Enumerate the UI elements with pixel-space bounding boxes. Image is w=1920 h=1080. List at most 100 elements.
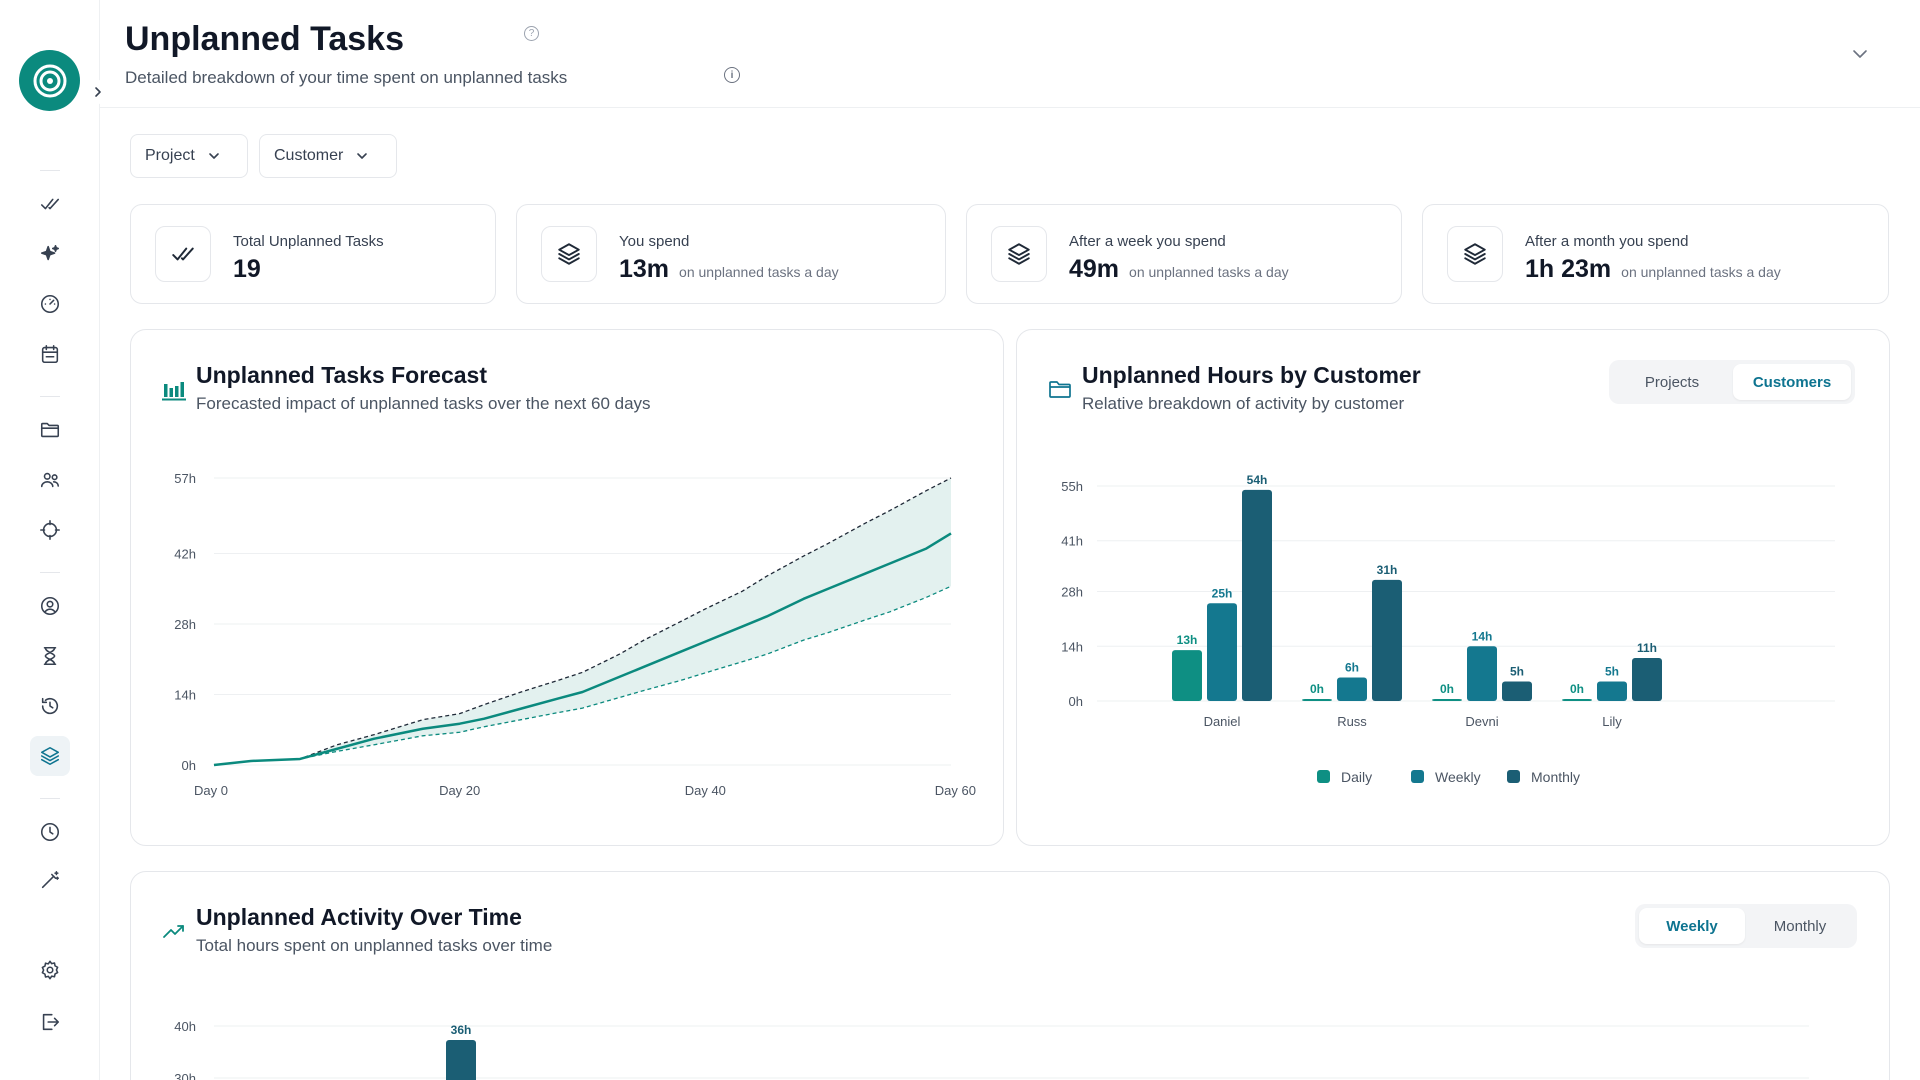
project-filter-label: Project xyxy=(145,147,195,164)
calendar-icon xyxy=(41,344,59,364)
sidebar-expand-button[interactable] xyxy=(86,80,110,104)
gauge-icon xyxy=(40,294,60,314)
bar-weekly xyxy=(1597,681,1627,701)
bar-value-label: 13h xyxy=(1177,633,1198,647)
nav-dashboard[interactable] xyxy=(30,284,70,324)
user-circle-icon xyxy=(40,596,60,616)
bar-value-label: 11h xyxy=(1637,641,1657,655)
forecast-subtitle: Forecasted impact of unplanned tasks ove… xyxy=(196,394,651,413)
legend-label: Monthly xyxy=(1531,769,1580,785)
stat-label: After a week you spend xyxy=(1069,233,1226,250)
nav-tasks[interactable] xyxy=(30,184,70,224)
nav-profile[interactable] xyxy=(30,586,70,626)
legend-swatch xyxy=(1507,770,1520,783)
stat-card-total-tasks: Total Unplanned Tasks 19 xyxy=(130,204,496,304)
y-tick-label: 14h xyxy=(1061,639,1083,654)
toggle-monthly[interactable]: Monthly xyxy=(1773,917,1827,935)
y-tick-label: 57h xyxy=(174,471,196,486)
toggle-weekly[interactable]: Weekly xyxy=(1639,908,1745,944)
checks-icon xyxy=(172,247,194,261)
bar-daily xyxy=(1302,699,1332,701)
customer-filter-dropdown[interactable]: Customer xyxy=(259,134,397,178)
legend-swatch xyxy=(1317,770,1330,783)
forecast-line xyxy=(213,532,952,767)
nav-history[interactable] xyxy=(30,686,70,726)
customer-toggle: Projects Customers xyxy=(1609,360,1855,404)
activity-toggle: Weekly Monthly xyxy=(1635,904,1857,948)
stat-icon-box xyxy=(991,226,1047,282)
project-filter-dropdown[interactable]: Project xyxy=(130,134,248,178)
bar-value-label: 0h xyxy=(1440,682,1454,696)
bar-value-label: 6h xyxy=(1345,661,1359,675)
bar-weekly xyxy=(1207,603,1237,701)
info-circle-icon[interactable]: i xyxy=(724,67,740,83)
nav-team[interactable] xyxy=(30,460,70,500)
y-tick-label: 28h xyxy=(1061,585,1083,600)
legend-label: Weekly xyxy=(1435,769,1481,785)
toggle-projects[interactable]: Projects xyxy=(1644,373,1700,391)
bar-value-label: 31h xyxy=(1377,563,1398,577)
logout-icon xyxy=(42,1013,60,1031)
nav-projects[interactable] xyxy=(30,410,70,450)
stat-icon-box xyxy=(541,226,597,282)
forecast-chart: 0h 14h 28h 42h 57h Day 0 Day 20 Day 40 Day 60 xyxy=(174,471,976,798)
forecast-panel: Unplanned Tasks Forecast Forecasted impa… xyxy=(130,329,1004,846)
chevron-down-icon[interactable] xyxy=(1850,44,1870,64)
bar-daily xyxy=(1172,650,1202,701)
customer-title: Unplanned Hours by Customer xyxy=(1082,362,1421,388)
nav-focus[interactable] xyxy=(30,510,70,550)
y-tick-label: 42h xyxy=(174,547,196,562)
sparkles-icon xyxy=(40,244,60,261)
question-circle-icon[interactable]: ? xyxy=(524,26,539,41)
nav-timer[interactable] xyxy=(30,636,70,676)
stat-label: You spend xyxy=(619,233,690,250)
stat-note: on unplanned tasks a day xyxy=(1621,264,1781,280)
toggle-customers[interactable]: Customers xyxy=(1733,364,1851,400)
x-tick-label: Day 60 xyxy=(935,783,976,798)
bar-value-label: 25h xyxy=(1212,586,1233,600)
category-label: Daniel xyxy=(1204,714,1241,729)
activity-bar xyxy=(446,1040,476,1080)
folder-icon xyxy=(1049,381,1071,398)
x-tick-label: Day 20 xyxy=(439,783,480,798)
x-tick-label: Day 40 xyxy=(685,783,726,798)
nav-calendar[interactable] xyxy=(30,334,70,374)
chevron-down-icon xyxy=(208,153,219,159)
nav-automation[interactable] xyxy=(30,860,70,900)
y-tick-label: 41h xyxy=(1061,534,1083,549)
page-header: Unplanned Tasks ? Detailed breakdown of … xyxy=(100,0,1920,108)
y-tick-label: 28h xyxy=(174,617,196,632)
nav-ai[interactable] xyxy=(30,234,70,274)
category-label: Devni xyxy=(1465,714,1498,729)
nav-time[interactable] xyxy=(30,812,70,852)
legend-label: Daily xyxy=(1341,769,1372,785)
bar-monthly xyxy=(1632,658,1662,701)
activity-chart: 40h 30h 36h xyxy=(174,1019,1809,1080)
layers-icon xyxy=(40,746,60,766)
app-logo[interactable] xyxy=(19,50,80,111)
bar-value-label: 36h xyxy=(451,1023,472,1037)
page-title: Unplanned Tasks xyxy=(125,20,404,58)
nav-logout[interactable] xyxy=(30,1002,70,1042)
nav-settings[interactable] xyxy=(30,950,70,990)
bar-monthly xyxy=(1242,489,1272,701)
chevron-right-icon xyxy=(95,87,101,97)
bar-monthly xyxy=(1502,681,1532,701)
clock-icon xyxy=(40,822,60,842)
customer-panel: Unplanned Hours by Customer Relative bre… xyxy=(1016,329,1890,846)
y-tick-label: 40h xyxy=(174,1019,196,1034)
customer-chart: 0h 14h 28h 41h 55h 13h 25h 54h Daniel 0h 6h 31h Russ… xyxy=(1061,473,1835,785)
bar-daily xyxy=(1432,699,1462,701)
category-label: Lily xyxy=(1602,714,1622,729)
stat-card-weekly: After a week you spend 49m on unplanned … xyxy=(966,204,1402,304)
y-tick-label: 30h xyxy=(174,1071,196,1080)
stat-value: 49m xyxy=(1069,255,1120,283)
layers-icon xyxy=(1008,243,1030,265)
stat-card-monthly: After a month you spend 1h 23m on unplan… xyxy=(1422,204,1889,304)
stat-icon-box xyxy=(1447,226,1503,282)
nav-unplanned[interactable] xyxy=(30,736,70,776)
sidebar xyxy=(0,0,110,1080)
divider xyxy=(40,572,60,573)
stat-note: on unplanned tasks a day xyxy=(1129,264,1289,280)
bar-daily xyxy=(1562,699,1592,701)
